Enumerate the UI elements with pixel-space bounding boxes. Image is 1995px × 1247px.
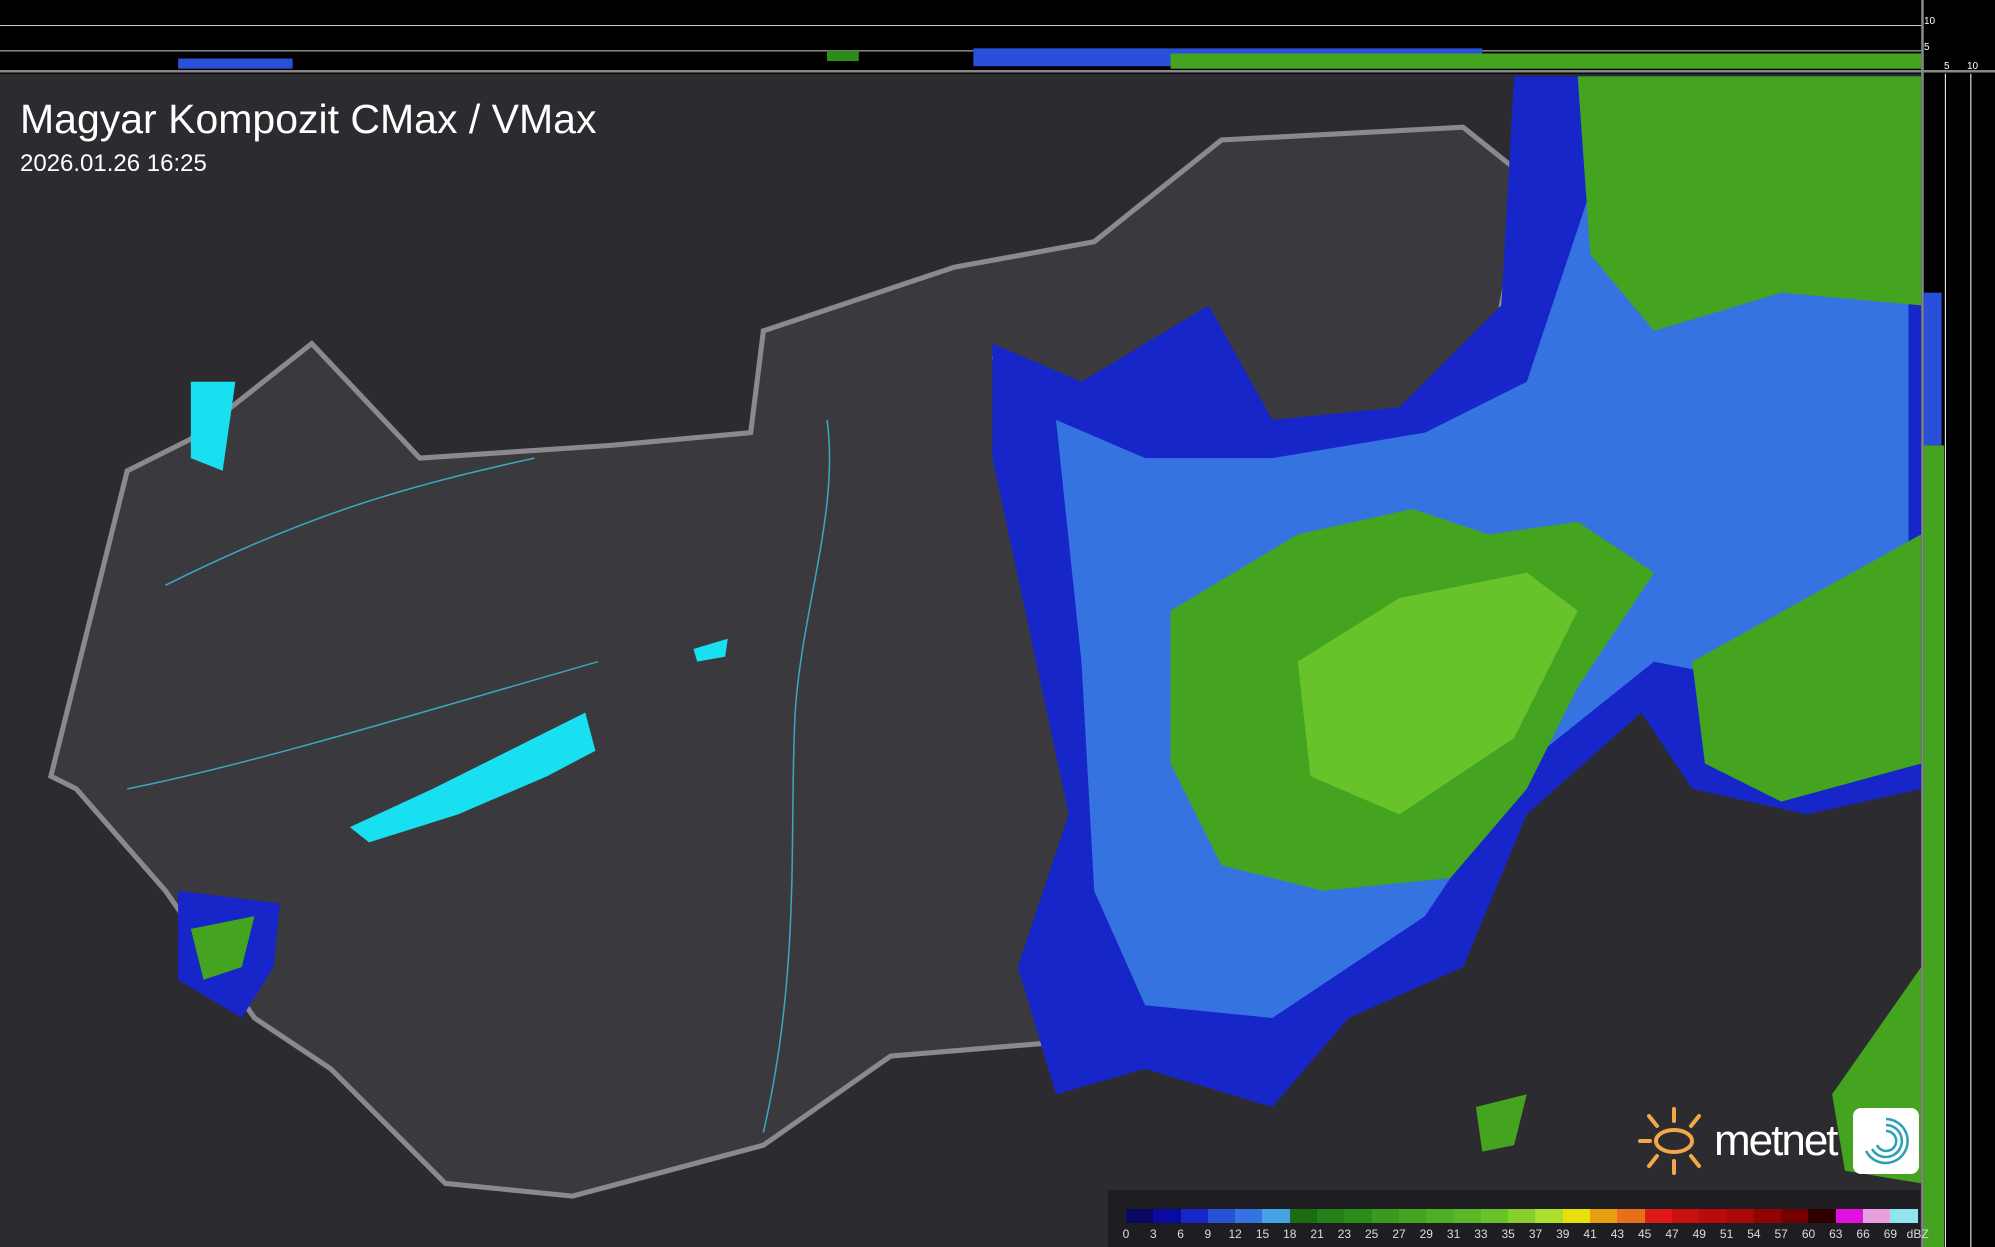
legend-label: 69 [1883, 1227, 1898, 1241]
top-axis-tick: 10 [1924, 16, 1936, 27]
legend-swatch [1590, 1209, 1618, 1223]
color-legend: 0 3 6 9 12 15 18 21 23 25 27 29 31 33 35 37 39 41 43 45 47 49… [1108, 1190, 1929, 1247]
legend-swatch [1344, 1209, 1372, 1223]
legend-label: 21 [1310, 1227, 1324, 1241]
top-axis-tick: 5 [1924, 42, 1930, 53]
legend-label: 31 [1446, 1227, 1461, 1241]
legend-label: 51 [1719, 1227, 1734, 1241]
legend-swatch [1426, 1209, 1454, 1223]
legend-swatch [1835, 1209, 1864, 1223]
legend-label: 15 [1255, 1227, 1270, 1241]
legend-label: 49 [1692, 1227, 1706, 1241]
legend-swatch [1153, 1209, 1181, 1223]
legend-label: 37 [1528, 1227, 1543, 1241]
legend-swatch [1508, 1209, 1536, 1223]
legend-label: 63 [1829, 1227, 1843, 1241]
legend-swatch [1480, 1209, 1509, 1223]
right-axis-tick: 5 [1944, 61, 1950, 72]
legend-label: 3 [1149, 1227, 1157, 1241]
legend-label: 39 [1556, 1227, 1570, 1241]
legend-swatch [1617, 1209, 1645, 1223]
legend-swatch [1317, 1209, 1345, 1223]
legend-label: 54 [1747, 1227, 1761, 1241]
metnet-logo: metnet [1638, 1105, 1919, 1177]
legend-swatch [1126, 1209, 1154, 1223]
legend-label: 18 [1283, 1227, 1297, 1241]
legend-label: 35 [1501, 1227, 1515, 1241]
lake-velence [693, 638, 728, 662]
legend-label: 6 [1177, 1227, 1184, 1241]
legend-swatch [1398, 1209, 1427, 1223]
map-title: Magyar Kompozit CMax / VMax [20, 96, 597, 142]
lake-neusiedl [190, 381, 236, 471]
right-axis-tick: 10 [1967, 61, 1979, 72]
legend-swatch [1890, 1209, 1918, 1223]
legend-label: 57 [1774, 1227, 1788, 1241]
legend-swatch [1808, 1209, 1836, 1223]
spiral-logo-icon [1852, 1108, 1919, 1174]
legend-label: 9 [1204, 1227, 1212, 1241]
legend-label: 23 [1337, 1227, 1352, 1241]
legend-labels: 0 3 6 9 12 15 18 21 23 25 27 29 31 33 35 37 39 41 43 45 47 49… [1122, 1227, 1929, 1243]
legend-label: 27 [1392, 1227, 1406, 1241]
legend-swatch [1262, 1209, 1290, 1223]
legend-unit: dBZ [1906, 1227, 1929, 1241]
legend-swatch [1207, 1209, 1236, 1223]
legend-swatch [1453, 1209, 1481, 1223]
legend-swatch [1863, 1209, 1891, 1223]
legend-swatch [1535, 1209, 1563, 1223]
right-profile-strip [1921, 0, 1972, 1247]
legend-label: 45 [1638, 1227, 1652, 1241]
legend-swatch [1180, 1209, 1208, 1223]
legend-swatch [1781, 1209, 1809, 1223]
legend-label: 12 [1228, 1227, 1242, 1241]
legend-label: 0 [1122, 1227, 1130, 1241]
legend-label: 43 [1610, 1227, 1625, 1241]
legend-swatch [1289, 1209, 1318, 1223]
legend-label: 25 [1365, 1227, 1379, 1241]
legend-label: 29 [1419, 1227, 1433, 1241]
legend-swatch [1644, 1209, 1672, 1223]
legend-swatch [1562, 1209, 1591, 1223]
sun-icon [1638, 1107, 1701, 1175]
legend-label: 41 [1583, 1227, 1597, 1241]
legend-swatch [1235, 1209, 1263, 1223]
legend-swatch [1753, 1209, 1782, 1223]
legend-label: 47 [1665, 1227, 1679, 1241]
map-timestamp: 2026.01.26 16:25 [20, 150, 207, 177]
legend-color-bar [1126, 1209, 1918, 1223]
lakes [190, 381, 728, 843]
brand-name: metnet [1714, 1116, 1839, 1165]
legend-label: 60 [1801, 1227, 1816, 1241]
legend-swatch [1699, 1209, 1727, 1223]
legend-label: 33 [1474, 1227, 1488, 1241]
legend-label: 66 [1856, 1227, 1870, 1241]
top-profile-strip [0, 24, 1995, 73]
legend-swatch [1371, 1209, 1399, 1223]
legend-swatch [1671, 1209, 1700, 1223]
lake-balaton [349, 712, 596, 843]
legend-swatch [1726, 1209, 1754, 1223]
